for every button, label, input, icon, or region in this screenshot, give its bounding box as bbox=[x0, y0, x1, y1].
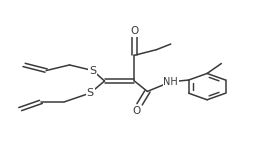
Text: S: S bbox=[89, 66, 96, 75]
Text: O: O bbox=[132, 106, 141, 116]
Text: NH: NH bbox=[163, 77, 178, 87]
Text: O: O bbox=[130, 26, 139, 36]
Text: S: S bbox=[87, 88, 94, 98]
